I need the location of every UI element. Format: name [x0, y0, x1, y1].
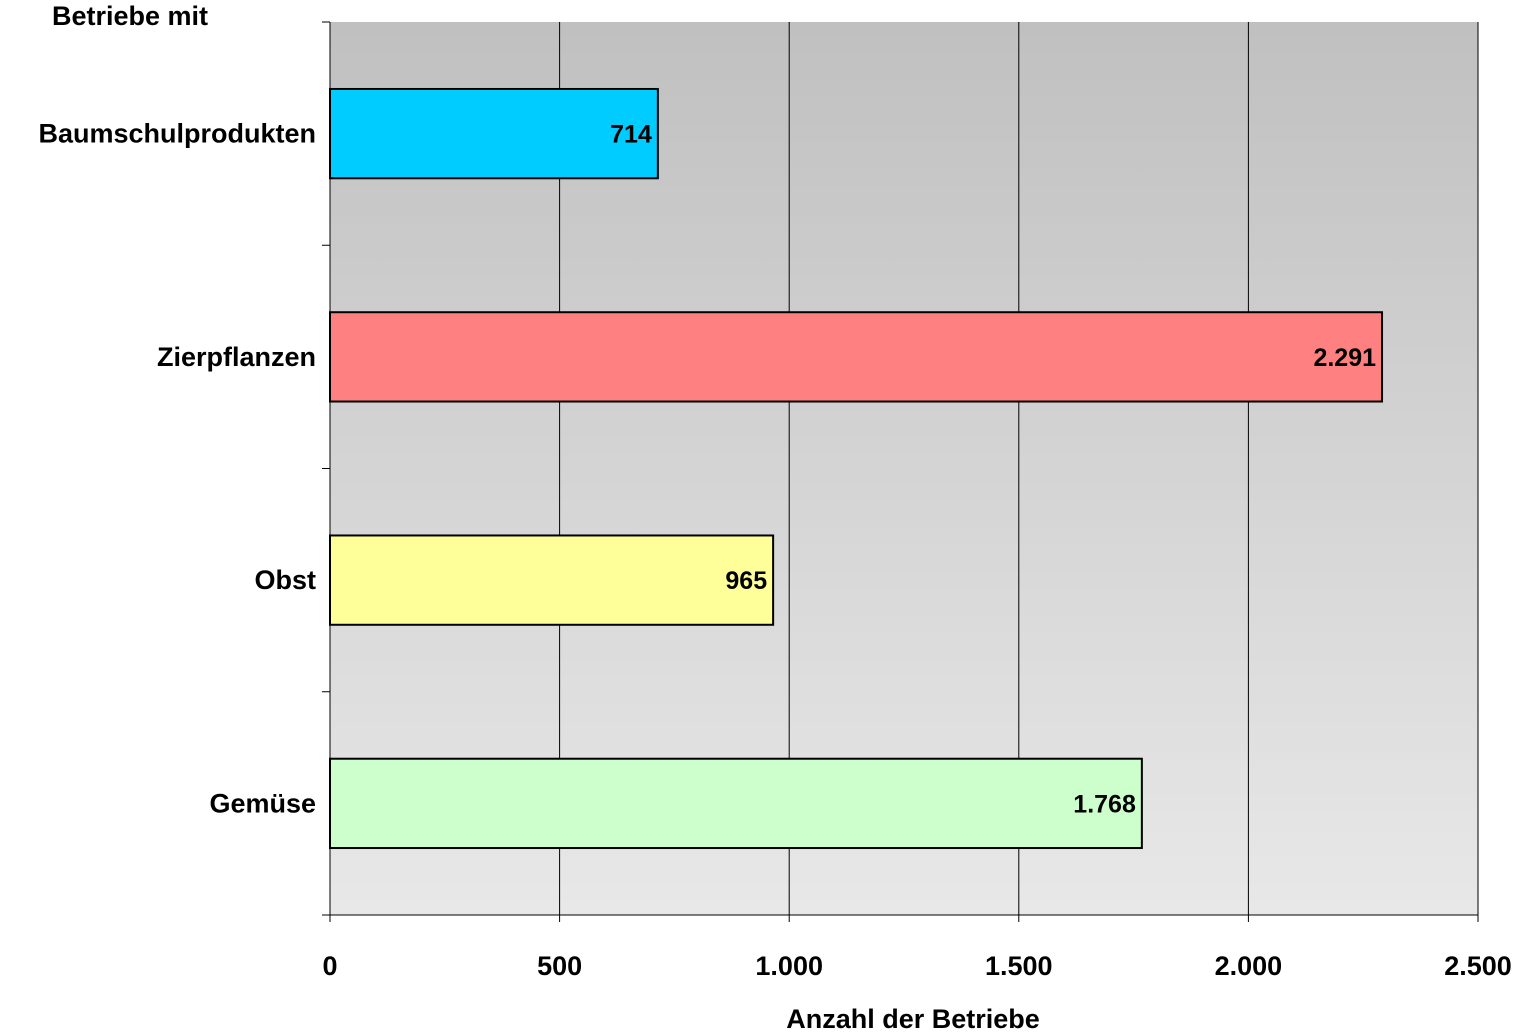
- x-tick-label: 1.500: [985, 951, 1053, 981]
- data-label: 2.291: [1313, 344, 1376, 372]
- bar: [329, 534, 775, 626]
- y-axis-ticks: [322, 21, 330, 916]
- bars: 714 2.291 965 1.768: [329, 87, 1384, 850]
- category-label: Obst: [254, 565, 316, 595]
- category-label: Zierpflanzen: [157, 342, 316, 372]
- x-axis-ticks: [329, 915, 1479, 922]
- x-tick-label: 1.000: [755, 951, 823, 981]
- x-axis-title: Anzahl der Betriebe: [786, 1004, 1040, 1033]
- data-label: 965: [725, 567, 767, 595]
- category-label: Gemüse: [209, 788, 316, 818]
- category-label: Baumschulprodukten: [38, 119, 316, 149]
- bar: [329, 87, 659, 180]
- data-label: 714: [610, 121, 652, 149]
- y-axis-title: Betriebe mit: [52, 1, 208, 31]
- x-tick-label: 2.000: [1215, 951, 1283, 981]
- category-labels: Baumschulprodukten Zierpflanzen Obst Gemüse: [38, 119, 316, 819]
- bar: [329, 311, 1384, 403]
- x-tick-label: 0: [322, 951, 337, 981]
- data-label: 1.768: [1073, 790, 1136, 818]
- bar: [329, 757, 1143, 850]
- x-tick-label: 500: [537, 951, 582, 981]
- x-tick-labels: 0 500 1.000 1.500 2.000 2.500: [322, 951, 1511, 981]
- x-tick-label: 2.500: [1444, 951, 1512, 981]
